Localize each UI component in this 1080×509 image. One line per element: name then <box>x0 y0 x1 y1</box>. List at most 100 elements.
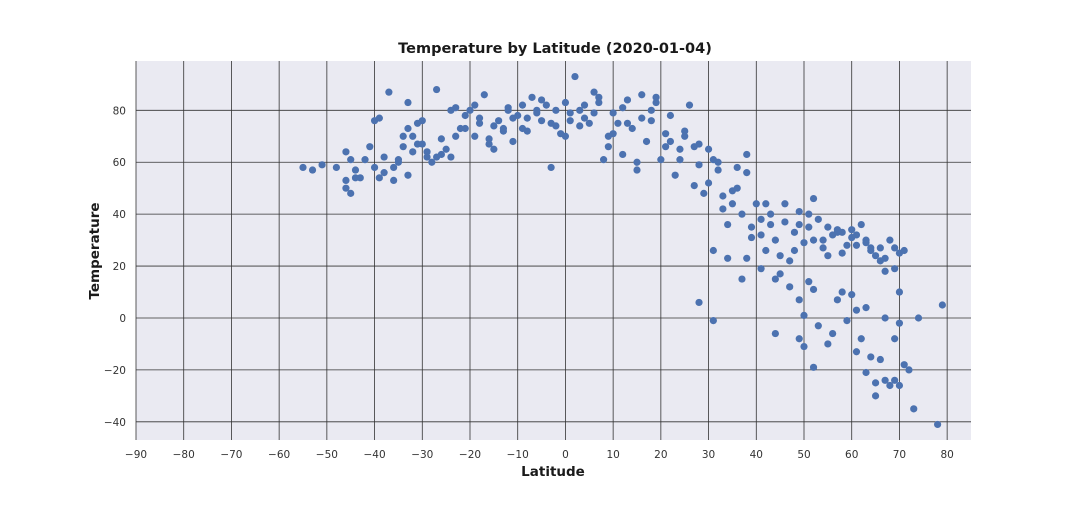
x-tick-label: −40 <box>363 449 385 461</box>
data-point <box>461 111 469 120</box>
data-point <box>852 231 861 239</box>
data-point <box>914 314 923 322</box>
data-point <box>638 114 646 122</box>
data-point <box>833 228 842 236</box>
data-point <box>895 319 904 327</box>
data-point <box>795 335 803 343</box>
data-point <box>504 106 512 114</box>
x-tick-label: 20 <box>654 449 667 461</box>
data-point <box>829 329 837 338</box>
x-tick-label: 30 <box>702 449 715 461</box>
data-point <box>623 96 632 104</box>
data-point <box>681 127 689 135</box>
data-point <box>790 228 799 236</box>
data-point <box>876 257 884 265</box>
data-point <box>934 420 942 429</box>
data-point <box>580 114 589 122</box>
data-point <box>862 304 870 312</box>
data-point <box>781 218 789 226</box>
data-point <box>871 392 880 400</box>
data-point <box>495 117 503 125</box>
data-point <box>814 322 822 330</box>
data-point <box>781 200 789 208</box>
data-point <box>876 244 884 252</box>
data-point <box>404 171 412 179</box>
data-point <box>886 236 894 244</box>
data-point <box>867 353 875 361</box>
data-point <box>800 239 808 247</box>
data-point <box>480 91 488 99</box>
data-point <box>442 145 450 153</box>
data-point <box>552 106 560 114</box>
data-point <box>662 130 670 138</box>
data-point <box>685 101 694 109</box>
data-point <box>628 124 636 133</box>
y-tick-label: 0 <box>119 313 126 325</box>
data-point <box>299 163 307 172</box>
data-point <box>566 109 574 117</box>
data-point <box>647 117 655 125</box>
data-point <box>805 278 813 286</box>
data-point <box>881 267 889 275</box>
data-point <box>757 215 765 223</box>
data-point <box>695 161 703 169</box>
x-tick-label: −90 <box>125 449 147 461</box>
data-point <box>485 140 493 148</box>
data-point <box>380 153 388 161</box>
data-point <box>738 275 746 283</box>
data-point <box>399 143 407 151</box>
data-point <box>590 88 598 96</box>
data-point <box>385 88 393 96</box>
y-tick-label: −20 <box>104 365 126 377</box>
data-point <box>795 207 803 216</box>
data-point <box>900 246 908 255</box>
y-tick-label: 80 <box>113 105 126 117</box>
data-point <box>871 379 880 387</box>
data-point <box>871 252 880 260</box>
data-point <box>743 169 751 177</box>
data-point <box>848 226 856 234</box>
x-tick-label: −20 <box>459 449 481 461</box>
data-point <box>533 106 541 114</box>
data-point <box>809 285 818 294</box>
data-point <box>809 194 818 203</box>
data-point <box>743 150 751 159</box>
data-point <box>342 148 350 156</box>
x-tick-label: 10 <box>606 449 619 461</box>
x-tick-label: 60 <box>845 449 858 461</box>
data-point <box>905 366 913 374</box>
data-point <box>848 291 856 299</box>
data-point <box>342 184 350 192</box>
data-point <box>771 275 779 283</box>
data-point <box>490 145 498 153</box>
data-point <box>819 236 827 244</box>
data-point <box>728 187 737 195</box>
data-point <box>413 140 422 148</box>
x-tick-label: 50 <box>797 449 810 461</box>
data-point <box>733 163 741 172</box>
y-tick-label: 60 <box>113 157 126 169</box>
data-point <box>609 109 617 117</box>
data-point <box>728 200 737 208</box>
data-point <box>366 143 374 151</box>
data-point <box>642 137 651 146</box>
data-point <box>471 132 479 140</box>
plot-area <box>136 61 971 440</box>
data-point <box>790 246 799 255</box>
data-point <box>370 163 379 172</box>
data-point <box>881 376 889 384</box>
data-point <box>681 132 689 140</box>
data-point <box>471 101 479 109</box>
data-point <box>747 223 756 231</box>
data-point <box>566 117 574 125</box>
data-point <box>423 153 431 161</box>
data-point <box>800 342 808 351</box>
data-point <box>900 361 908 369</box>
data-point <box>485 135 493 143</box>
data-point <box>666 137 675 146</box>
data-point <box>561 98 570 107</box>
data-point <box>662 143 670 151</box>
data-point <box>724 220 732 229</box>
data-point <box>623 119 632 127</box>
data-point <box>776 252 784 260</box>
